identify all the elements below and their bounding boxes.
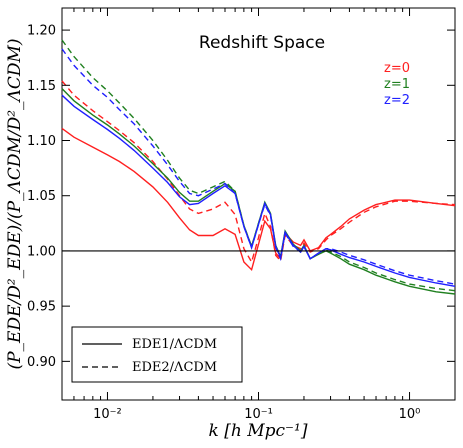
series-layer <box>61 39 456 295</box>
z-label-2: z=2 <box>384 93 410 108</box>
series-line-4 <box>61 94 456 287</box>
y-tick-label-0: 0.90 <box>27 355 56 370</box>
series-line-5 <box>61 48 456 285</box>
y-tick-label-5: 1.15 <box>27 79 56 94</box>
legend-label-ede1: EDE1/ΛCDM <box>132 337 217 352</box>
x-tick-label-0: 10⁻² <box>93 407 122 422</box>
y-tick-label-4: 1.10 <box>27 134 56 149</box>
legend-box <box>71 326 243 383</box>
chart-title: Redshift Space <box>199 33 325 53</box>
y-tick-label-3: 1.05 <box>27 189 56 204</box>
legend-label-ede2: EDE2/ΛCDM <box>132 360 217 375</box>
x-tick-label-2: 10⁰ <box>399 407 421 422</box>
legend: EDE1/ΛCDM EDE2/ΛCDM <box>71 326 243 383</box>
y-tick-label-2: 1.00 <box>27 244 56 259</box>
y-tick-label-6: 1.20 <box>27 24 56 39</box>
z-label-1: z=1 <box>384 77 410 92</box>
series-line-1 <box>61 80 456 264</box>
x-axis-label: k [h Mpc⁻¹] <box>209 421 308 441</box>
tick-layer: 10⁻² 10⁻¹ 10⁰ 0.90 0.95 1.00 1.05 1.10 1.15 1.20 <box>27 8 456 422</box>
x-tick-label-1: 10⁻¹ <box>244 407 273 422</box>
z-label-0: z=0 <box>384 61 410 76</box>
y-axis-label: (P_EDE/D²_EDE)/(P_ΛCDM/D²_ΛCDM) <box>5 38 25 369</box>
y-tick-label-1: 0.95 <box>27 300 56 315</box>
